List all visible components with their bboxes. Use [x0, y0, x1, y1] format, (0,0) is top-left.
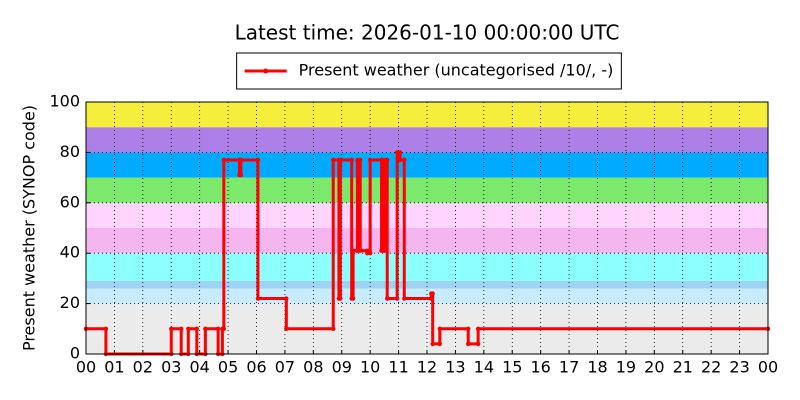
series-point	[238, 172, 244, 178]
plot-frame	[85, 101, 769, 355]
series-line	[86, 150, 768, 356]
series-point	[358, 157, 363, 163]
x-tick-label: 07	[275, 358, 295, 377]
x-tick-label: 11	[388, 358, 408, 377]
series-point	[331, 326, 336, 331]
band	[86, 127, 768, 153]
series-point	[397, 157, 403, 163]
x-tick-label: 09	[332, 358, 352, 377]
x-tick-label: 21	[673, 358, 693, 377]
series-point	[437, 326, 442, 331]
series-point	[350, 296, 356, 301]
series-point	[475, 326, 481, 331]
x-tick-label: 06	[246, 358, 266, 377]
x-tick-label: 03	[161, 358, 181, 377]
x-tick-label: 04	[189, 358, 209, 377]
chart-title: Latest time: 2026-01-10 00:00:00 UTC	[235, 21, 620, 45]
band	[86, 152, 768, 178]
series-point	[178, 326, 184, 331]
series-point	[367, 251, 373, 256]
band	[86, 280, 768, 289]
series-point	[437, 341, 442, 347]
series-point	[169, 326, 174, 331]
x-tick-label: 05	[218, 358, 238, 377]
series-point	[466, 341, 471, 347]
x-tick-label: 15	[502, 358, 522, 377]
series-point	[255, 157, 261, 163]
x-tick-label: 10	[360, 358, 380, 377]
series-point	[430, 341, 435, 347]
series-point	[186, 326, 191, 331]
series-point	[397, 150, 403, 155]
series-point	[338, 157, 343, 163]
series-point	[238, 157, 244, 163]
x-tick-label: 18	[587, 358, 607, 377]
series-point	[358, 248, 363, 253]
series-point	[430, 291, 435, 296]
x-tick-label: 08	[303, 358, 323, 377]
series-point	[284, 296, 289, 301]
legend-box	[236, 52, 622, 90]
series-point	[194, 326, 200, 331]
series-point	[402, 157, 407, 163]
band	[86, 228, 768, 254]
series-point	[221, 326, 227, 331]
x-tick-label: 02	[133, 358, 153, 377]
series-point	[394, 296, 400, 301]
x-tick-label: 01	[104, 358, 124, 377]
x-tick-label: 22	[701, 358, 721, 377]
y-tick-label: 20	[60, 293, 80, 312]
x-tick-label: 14	[474, 358, 494, 377]
series-point	[349, 157, 354, 163]
series-point	[466, 326, 471, 331]
series-point	[284, 326, 289, 331]
y-tick-label: 0	[70, 344, 80, 363]
y-axis-label: Present weather (SYNOP code)	[20, 105, 39, 351]
x-tick-label: 00	[758, 358, 778, 377]
series-point	[203, 326, 208, 331]
x-tick-label: 16	[530, 358, 550, 377]
series-point	[475, 341, 481, 347]
series-point	[350, 248, 356, 253]
x-tick-label: 20	[644, 358, 664, 377]
series-point	[215, 326, 221, 331]
series-point	[367, 157, 373, 163]
x-tick-label: 17	[559, 358, 579, 377]
x-tick-label: 12	[417, 358, 437, 377]
series-point	[331, 157, 336, 163]
series-point	[103, 326, 109, 331]
series-point	[338, 296, 343, 301]
legend-label: Present weather (uncategorised /10/, -)	[299, 61, 614, 80]
series-point	[385, 296, 390, 301]
series-point	[221, 157, 227, 163]
band	[86, 253, 768, 281]
x-tick-label: 13	[445, 358, 465, 377]
y-tick-label: 80	[60, 142, 80, 161]
series-point	[382, 248, 387, 253]
y-tick-label: 60	[60, 192, 80, 211]
y-tick-label: 100	[49, 92, 80, 111]
series-point	[385, 157, 390, 163]
y-tick-label: 40	[60, 243, 80, 262]
legend-marker	[263, 68, 269, 74]
x-tick-label: 23	[729, 358, 749, 377]
series-point	[402, 296, 407, 301]
x-tick-label: 19	[616, 358, 636, 377]
series-point	[429, 296, 434, 301]
x-tick-label: 00	[76, 358, 96, 377]
series-point	[255, 296, 261, 301]
